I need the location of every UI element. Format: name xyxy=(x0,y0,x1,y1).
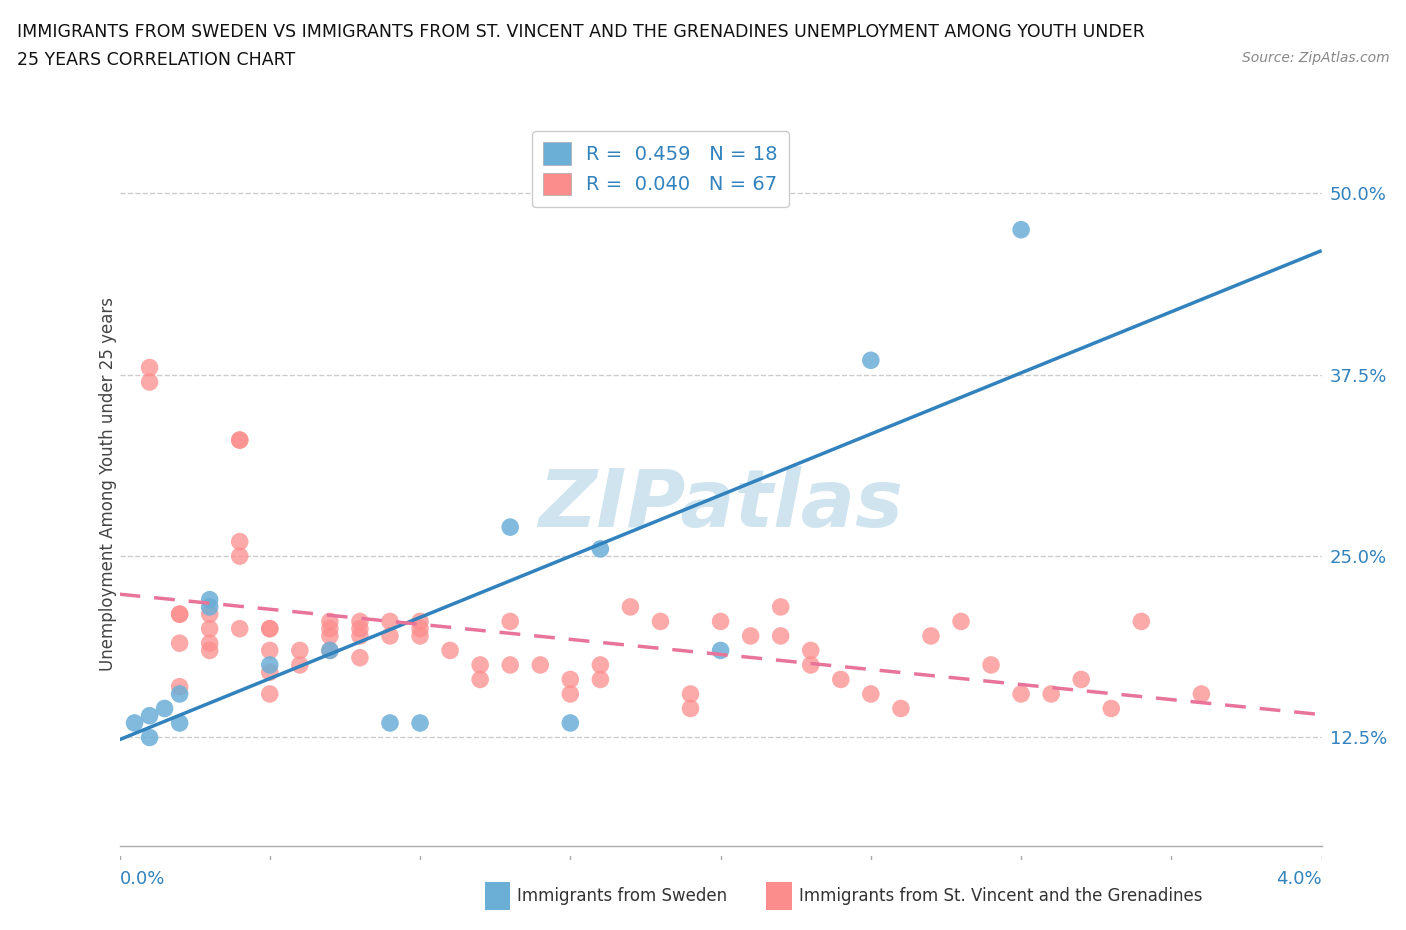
Point xyxy=(153,701,176,716)
Point xyxy=(560,672,582,687)
Point xyxy=(1040,686,1063,701)
Point xyxy=(349,614,371,629)
Point xyxy=(1099,701,1122,716)
Point xyxy=(349,621,371,636)
Point xyxy=(709,614,731,629)
Point xyxy=(124,715,146,730)
Point xyxy=(198,592,221,607)
Point xyxy=(920,629,942,644)
Point xyxy=(409,621,432,636)
Point xyxy=(138,375,160,390)
Point xyxy=(319,643,342,658)
Point xyxy=(319,621,342,636)
Point xyxy=(650,614,672,629)
Point xyxy=(319,614,342,629)
Point xyxy=(859,352,882,367)
Point xyxy=(228,432,252,447)
Point xyxy=(560,715,582,730)
Point xyxy=(409,629,432,644)
Point xyxy=(169,686,191,701)
Point xyxy=(288,643,311,658)
Point xyxy=(169,606,191,621)
Point xyxy=(709,643,731,658)
Point xyxy=(138,709,160,724)
Text: IMMIGRANTS FROM SWEDEN VS IMMIGRANTS FROM ST. VINCENT AND THE GRENADINES UNEMPLO: IMMIGRANTS FROM SWEDEN VS IMMIGRANTS FRO… xyxy=(17,23,1144,41)
Point xyxy=(679,686,702,701)
Point xyxy=(228,549,252,564)
Point xyxy=(949,614,972,629)
Point xyxy=(769,629,792,644)
Text: Immigrants from St. Vincent and the Grenadines: Immigrants from St. Vincent and the Gren… xyxy=(799,886,1202,905)
Text: Source: ZipAtlas.com: Source: ZipAtlas.com xyxy=(1241,51,1389,65)
Point xyxy=(980,658,1002,672)
Point xyxy=(288,658,311,672)
Point xyxy=(529,658,551,672)
Legend: R =  0.459   N = 18, R =  0.040   N = 67: R = 0.459 N = 18, R = 0.040 N = 67 xyxy=(531,130,789,206)
Point xyxy=(228,534,252,549)
Point xyxy=(499,520,522,535)
Point xyxy=(800,658,823,672)
Point xyxy=(138,730,160,745)
Point xyxy=(589,672,612,687)
Point xyxy=(378,614,401,629)
Point xyxy=(679,701,702,716)
Point xyxy=(319,643,342,658)
Point xyxy=(409,614,432,629)
Point xyxy=(349,650,371,665)
Point xyxy=(228,432,252,447)
Point xyxy=(198,606,221,621)
Text: Immigrants from Sweden: Immigrants from Sweden xyxy=(517,886,727,905)
Point xyxy=(560,686,582,701)
Point xyxy=(169,715,191,730)
Point xyxy=(228,621,252,636)
Point xyxy=(468,672,492,687)
Point xyxy=(1010,222,1032,237)
Point xyxy=(619,600,641,615)
Point xyxy=(468,658,492,672)
Point xyxy=(499,614,522,629)
Text: 25 YEARS CORRELATION CHART: 25 YEARS CORRELATION CHART xyxy=(17,51,295,69)
Point xyxy=(259,658,281,672)
Point xyxy=(589,658,612,672)
Point xyxy=(259,621,281,636)
Point xyxy=(138,360,160,375)
Point xyxy=(1189,686,1212,701)
Point xyxy=(259,686,281,701)
Point xyxy=(169,606,191,621)
Point xyxy=(499,658,522,672)
Point xyxy=(259,665,281,680)
Point xyxy=(890,701,912,716)
Point xyxy=(1070,672,1092,687)
Point xyxy=(589,541,612,556)
Point xyxy=(1010,686,1032,701)
Point xyxy=(349,629,371,644)
Point xyxy=(319,629,342,644)
Point xyxy=(259,621,281,636)
Point xyxy=(378,715,401,730)
Point xyxy=(198,636,221,651)
Point xyxy=(198,643,221,658)
Point xyxy=(198,621,221,636)
Point xyxy=(439,643,461,658)
Point xyxy=(800,643,823,658)
Text: ZIPatlas: ZIPatlas xyxy=(538,466,903,544)
Point xyxy=(409,715,432,730)
Point xyxy=(378,629,401,644)
Text: 4.0%: 4.0% xyxy=(1277,870,1322,888)
Point xyxy=(1130,614,1153,629)
Point xyxy=(169,636,191,651)
Point xyxy=(259,643,281,658)
Point xyxy=(830,672,852,687)
Y-axis label: Unemployment Among Youth under 25 years: Unemployment Among Youth under 25 years xyxy=(100,297,117,671)
Point xyxy=(740,629,762,644)
Point xyxy=(769,600,792,615)
Point xyxy=(859,686,882,701)
Point xyxy=(198,600,221,615)
Text: 0.0%: 0.0% xyxy=(120,870,165,888)
Point xyxy=(169,679,191,694)
